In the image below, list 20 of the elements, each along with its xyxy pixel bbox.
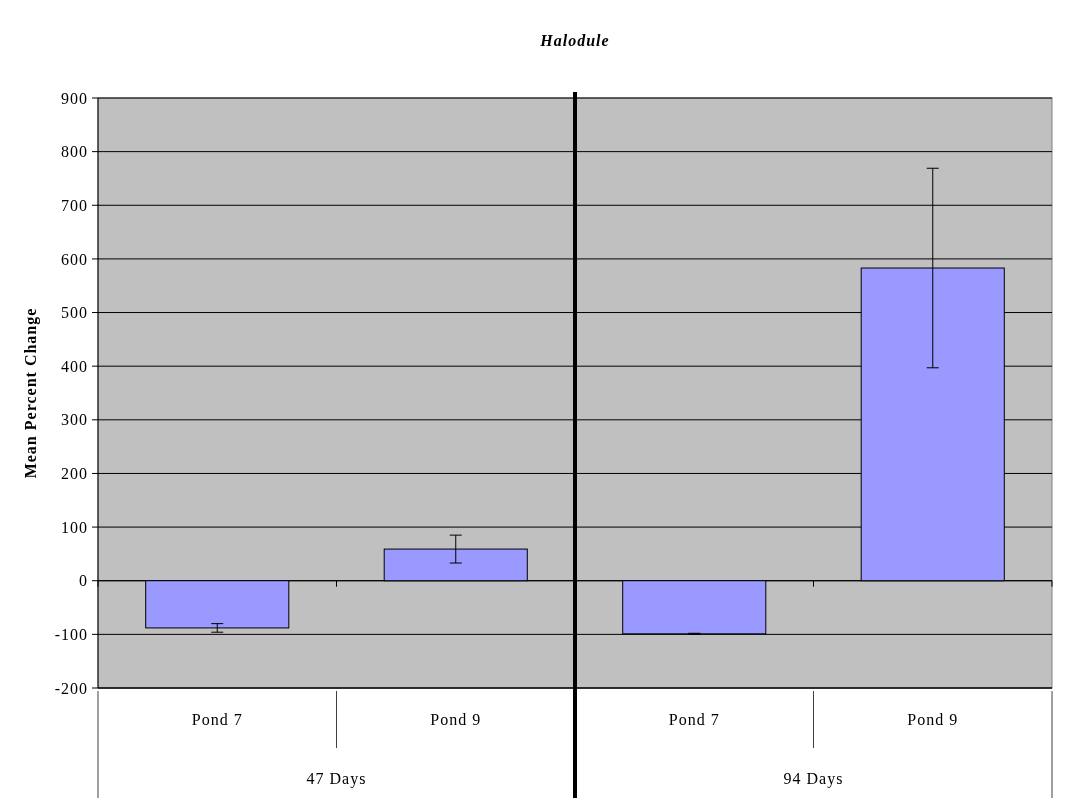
- x-tick-label: Pond 9: [430, 711, 482, 728]
- x-tick-label: Pond 7: [191, 711, 243, 728]
- y-tick-label: 100: [61, 518, 88, 536]
- text: 94 Days: [783, 770, 844, 788]
- y-tick-label: 700: [61, 196, 88, 214]
- y-tick-label: -100: [54, 625, 88, 643]
- y-tick-label: 900: [61, 89, 88, 107]
- y-tick-label: 600: [61, 250, 88, 268]
- y-tick-label: 0: [79, 572, 88, 590]
- y-tick-label: 400: [61, 357, 88, 375]
- y-tick-label: -200: [54, 679, 88, 697]
- y-tick-label: 200: [61, 465, 88, 483]
- x-tick-label: Pond 9: [907, 711, 959, 728]
- chart-title: Halodule: [539, 32, 610, 49]
- y-tick-label: 800: [61, 143, 88, 161]
- y-tick-label: 500: [61, 304, 88, 322]
- y-axis-title: Mean Percent Change: [22, 307, 40, 479]
- y-tick-label: 300: [61, 411, 88, 429]
- x-tick-label: Pond 7: [668, 711, 720, 728]
- text: 47 Days: [306, 770, 367, 788]
